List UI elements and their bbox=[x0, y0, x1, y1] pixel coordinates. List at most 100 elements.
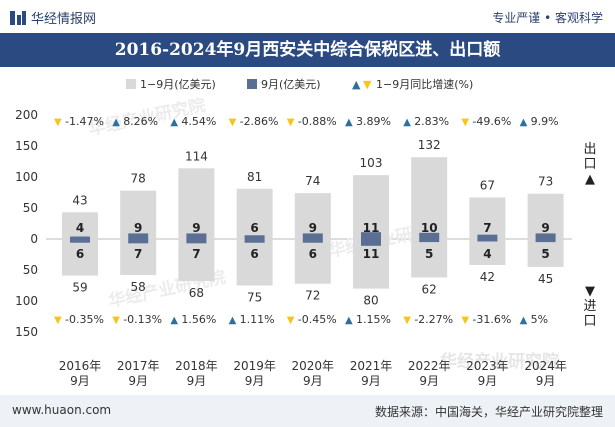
import-ytd-label: 80 bbox=[363, 294, 378, 308]
import-growth-label: -31.6% bbox=[472, 313, 511, 326]
import-growth-arrow-icon: ▲ bbox=[345, 315, 353, 326]
export-month-label: 10 bbox=[421, 221, 438, 235]
export-ytd-bar bbox=[62, 212, 98, 239]
import-growth-label: -2.27% bbox=[414, 313, 453, 326]
import-month-label: 7 bbox=[192, 247, 200, 261]
import-month-label: 11 bbox=[363, 247, 380, 261]
import-growth-label: -0.13% bbox=[123, 313, 162, 326]
export-month-bar bbox=[128, 233, 149, 239]
export-month-label: 9 bbox=[541, 221, 549, 235]
import-growth-arrow-icon: ▼ bbox=[54, 315, 62, 326]
export-growth-label: -2.86% bbox=[240, 115, 279, 128]
import-growth-label: 5% bbox=[531, 313, 548, 326]
data-source: 数据来源：中国海关，华经产业研究院整理 bbox=[374, 405, 603, 419]
brand[interactable]: 华经情报网 bbox=[10, 8, 96, 27]
import-growth-arrow-icon: ▲ bbox=[229, 315, 237, 326]
export-ytd-label: 43 bbox=[72, 193, 87, 207]
import-growth-label: 1.11% bbox=[240, 313, 275, 326]
watermark: 华经产业研究院 bbox=[440, 351, 559, 372]
import-growth-arrow-icon: ▲ bbox=[520, 315, 528, 326]
export-ytd-label: 132 bbox=[418, 138, 441, 152]
export-month-label: 11 bbox=[363, 221, 380, 235]
import-ytd-bar bbox=[469, 239, 506, 266]
legend-up-icon: ▲ bbox=[352, 78, 361, 91]
import-ytd-bar bbox=[178, 239, 215, 282]
website-link[interactable]: www.huaon.com bbox=[12, 403, 112, 417]
export-month-bar bbox=[70, 236, 90, 239]
export-ytd-label: 74 bbox=[305, 174, 320, 188]
export-growth-label: 9.9% bbox=[531, 115, 559, 128]
import-growth-arrow-icon: ▼ bbox=[112, 315, 120, 326]
import-growth-label: 1.56% bbox=[181, 313, 216, 326]
import-month-label: 4 bbox=[483, 247, 491, 261]
page-title: 2016-2024年9月西安关中综合保税区进、出口额 bbox=[0, 33, 615, 67]
export-month-label: 9 bbox=[134, 221, 142, 235]
export-ytd-bar bbox=[469, 197, 506, 239]
import-ytd-label: 75 bbox=[247, 291, 262, 305]
import-ytd-label: 72 bbox=[305, 289, 320, 303]
export-growth-arrow-icon: ▼ bbox=[287, 117, 295, 128]
import-ytd-label: 45 bbox=[538, 272, 553, 286]
export-ytd-label: 114 bbox=[185, 149, 208, 163]
y-tick-label: 50 bbox=[23, 201, 38, 215]
export-month-bar bbox=[361, 232, 381, 239]
export-growth-label: 8.26% bbox=[123, 115, 158, 128]
import-ytd-bar bbox=[411, 239, 448, 278]
export-ytd-label: 78 bbox=[131, 172, 146, 186]
import-month-bar bbox=[302, 239, 323, 243]
export-growth-arrow-icon: ▼ bbox=[461, 117, 469, 128]
import-ytd-label: 42 bbox=[480, 270, 495, 284]
export-growth-arrow-icon: ▲ bbox=[345, 117, 353, 128]
import-month-bar bbox=[361, 239, 381, 246]
export-ytd-bar bbox=[527, 193, 564, 239]
x-tick-label: 2024年 9月 bbox=[524, 359, 567, 388]
y-tick-label: 50 bbox=[23, 263, 38, 277]
export-month-bar bbox=[302, 233, 323, 239]
legend-down-icon: ▼ bbox=[363, 78, 372, 91]
legend-label-ytd: 1−9月(亿美元) bbox=[140, 78, 216, 91]
export-growth-label: 2.83% bbox=[414, 115, 449, 128]
import-growth-label: -0.45% bbox=[298, 313, 337, 326]
export-month-bar bbox=[186, 233, 207, 239]
y-tick-label: 100 bbox=[15, 294, 38, 308]
export-growth-arrow-icon: ▲ bbox=[170, 117, 178, 128]
export-growth-arrow-icon: ▲ bbox=[403, 117, 411, 128]
footer: www.huaon.com 数据来源：中国海关，华经产业研究院整理 bbox=[0, 395, 615, 427]
export-growth-arrow-icon: ▲ bbox=[520, 117, 528, 128]
export-growth-label: -0.88% bbox=[298, 115, 337, 128]
import-growth-arrow-icon: ▼ bbox=[461, 315, 469, 326]
export-month-bar bbox=[535, 233, 556, 239]
import-ytd-label: 58 bbox=[131, 280, 146, 294]
x-tick-label: 2017年 9月 bbox=[117, 359, 160, 388]
import-month-label: 6 bbox=[309, 247, 317, 261]
x-tick-label: 2023年 9月 bbox=[466, 359, 509, 388]
export-month-bar bbox=[419, 232, 440, 239]
top-bar: 华经情报网 专业严谨 • 客观科学 bbox=[0, 0, 615, 33]
import-ytd-bar bbox=[62, 239, 98, 276]
export-month-label: 9 bbox=[309, 221, 317, 235]
import-growth-arrow-icon: ▲ bbox=[170, 315, 178, 326]
legend-swatch-ytd bbox=[126, 79, 136, 89]
export-ytd-bar bbox=[353, 175, 389, 239]
export-ytd-bar bbox=[411, 157, 448, 239]
export-ytd-bar bbox=[236, 188, 273, 239]
import-month-bar bbox=[186, 239, 207, 244]
import-growth-arrow-icon: ▼ bbox=[287, 315, 295, 326]
import-month-label: 5 bbox=[541, 247, 549, 261]
y-tick-label: 100 bbox=[15, 170, 38, 184]
import-month-bar bbox=[535, 239, 556, 243]
import-ytd-label: 62 bbox=[422, 282, 437, 296]
export-ytd-label: 103 bbox=[360, 156, 383, 170]
export-growth-arrow-icon: ▼ bbox=[54, 117, 62, 128]
x-tick-label: 2021年 9月 bbox=[350, 359, 393, 388]
export-month-label: 4 bbox=[76, 221, 84, 235]
x-tick-label: 2020年 9月 bbox=[292, 359, 335, 388]
brand-logo-icon bbox=[10, 11, 26, 25]
export-side-label: 出口▲ bbox=[583, 142, 596, 187]
import-month-bar bbox=[477, 239, 498, 242]
import-ytd-bar bbox=[236, 239, 273, 286]
export-ytd-label: 73 bbox=[538, 175, 553, 189]
export-growth-arrow-icon: ▲ bbox=[112, 117, 120, 128]
import-ytd-label: 59 bbox=[72, 281, 87, 295]
export-ytd-label: 81 bbox=[247, 170, 262, 184]
